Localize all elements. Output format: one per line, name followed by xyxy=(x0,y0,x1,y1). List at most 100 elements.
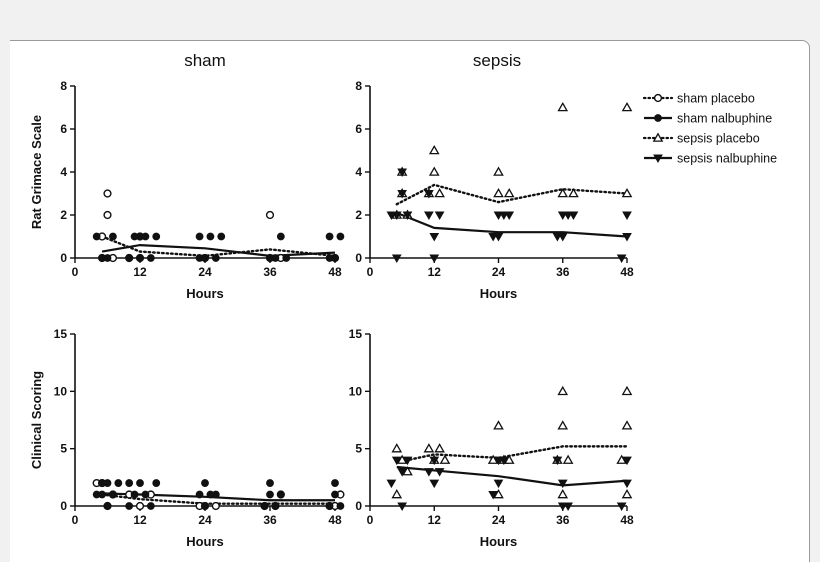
x-tick-label: 48 xyxy=(328,513,342,527)
data-point-sham-nalbuphine xyxy=(136,479,144,487)
data-point-sham-nalbuphine xyxy=(152,232,161,241)
data-point-sepsis-placebo xyxy=(439,454,451,464)
data-point-sham-nalbuphine xyxy=(260,502,269,510)
data-point-sepsis-placebo xyxy=(487,454,499,464)
data-point-sepsis-nalbuphine xyxy=(402,456,413,466)
data-point-sepsis-nalbuphine xyxy=(386,479,397,489)
data-point-sepsis-nalbuphine xyxy=(391,456,402,466)
x-axis-title: Hours xyxy=(186,534,224,549)
data-point-sepsis-placebo xyxy=(568,187,579,198)
y-tick-label: 2 xyxy=(60,208,67,222)
y-tick-label: 4 xyxy=(355,165,362,179)
data-point-sham-nalbuphine xyxy=(130,490,139,499)
data-point-sham-nalbuphine xyxy=(136,254,144,262)
data-point-sepsis-placebo xyxy=(621,101,633,112)
data-point-sepsis-placebo xyxy=(434,443,445,453)
data-point-sepsis-nalbuphine xyxy=(493,479,504,489)
data-point-sham-nalbuphine xyxy=(276,490,285,499)
x-tick-label: 24 xyxy=(492,265,506,279)
data-point-sepsis-nalbuphine xyxy=(402,211,413,221)
data-point-sham-nalbuphine xyxy=(217,232,226,241)
data-point-sepsis-placebo xyxy=(503,454,515,464)
data-point-sepsis-placebo xyxy=(557,489,569,499)
data-point-sham-nalbuphine xyxy=(266,479,274,487)
data-point-sepsis-nalbuphine xyxy=(557,479,568,489)
data-point-sham-nalbuphine xyxy=(206,232,215,241)
y-axis-title: Rat Grimace Scale xyxy=(29,115,44,229)
data-point-sepsis-nalbuphine xyxy=(424,211,434,221)
x-tick-label: 0 xyxy=(72,513,79,527)
data-point-sepsis-placebo xyxy=(616,454,627,464)
data-point-sham-nalbuphine xyxy=(98,490,106,499)
x-tick-label: 48 xyxy=(620,513,634,527)
data-point-sham-nalbuphine xyxy=(201,479,209,487)
data-point-sepsis-nalbuphine xyxy=(424,190,434,199)
data-point-sham-placebo xyxy=(135,501,145,511)
y-tick-label: 0 xyxy=(60,251,67,265)
x-tick-label: 24 xyxy=(492,513,506,527)
data-point-sepsis-nalbuphine xyxy=(616,502,627,512)
x-tick-label: 48 xyxy=(328,265,342,279)
data-point-sepsis-nalbuphine xyxy=(568,211,579,221)
data-point-sham-nalbuphine xyxy=(211,254,220,262)
y-tick-label: 15 xyxy=(349,327,363,341)
data-point-sham-nalbuphine xyxy=(103,254,112,262)
x-tick-label: 12 xyxy=(133,265,147,279)
legend-item: sham placebo xyxy=(642,92,755,106)
x-tick-label: 36 xyxy=(556,513,570,527)
data-point-sham-nalbuphine xyxy=(152,479,161,487)
data-point-sham-nalbuphine xyxy=(266,490,274,499)
data-point-sepsis-placebo xyxy=(557,420,569,430)
data-point-sham-nalbuphine xyxy=(195,490,204,499)
data-point-sepsis-placebo xyxy=(557,385,569,396)
data-point-sham-nalbuphine xyxy=(276,232,285,241)
data-point-sepsis-placebo xyxy=(621,420,633,430)
data-point-sepsis-placebo xyxy=(557,187,569,198)
y-tick-label: 6 xyxy=(60,122,67,136)
data-point-sepsis-placebo xyxy=(391,489,403,499)
x-tick-label: 36 xyxy=(263,513,277,527)
data-point-sepsis-placebo xyxy=(402,466,413,476)
data-point-sham-nalbuphine xyxy=(141,232,150,241)
x-tick-label: 48 xyxy=(620,265,634,279)
data-point-sham-nalbuphine xyxy=(109,232,117,241)
data-point-sham-nalbuphine xyxy=(125,479,134,487)
data-point-sepsis-nalbuphine xyxy=(622,479,632,489)
data-point-sham-nalbuphine xyxy=(125,502,134,510)
data-point-sepsis-nalbuphine xyxy=(557,233,568,242)
data-point-sepsis-nalbuphine xyxy=(434,468,445,477)
data-point-sepsis-nalbuphine xyxy=(563,502,573,512)
x-tick-label: 0 xyxy=(72,265,79,279)
x-tick-label: 36 xyxy=(556,265,570,279)
x-tick-label: 0 xyxy=(367,265,374,279)
legend-item: sham nalbuphine xyxy=(644,112,772,126)
data-point-sepsis-placebo xyxy=(428,144,440,155)
column-title-sham: sham xyxy=(184,51,226,70)
data-point-sepsis-nalbuphine xyxy=(397,190,407,199)
data-point-sepsis-nalbuphine xyxy=(424,468,434,477)
data-point-sham-nalbuphine xyxy=(336,232,345,241)
legend-label: sham nalbuphine xyxy=(677,112,772,126)
data-point-sham-placebo xyxy=(103,189,112,198)
data-point-sepsis-placebo xyxy=(396,454,408,464)
data-point-sham-nalbuphine xyxy=(325,232,334,241)
data-point-sepsis-placebo xyxy=(428,166,440,176)
data-point-sepsis-nalbuphine xyxy=(622,211,632,221)
data-point-sepsis-placebo xyxy=(562,454,574,464)
y-tick-label: 6 xyxy=(355,122,362,136)
data-point-sepsis-nalbuphine xyxy=(397,502,407,512)
data-point-sepsis-nalbuphine xyxy=(397,468,407,477)
data-point-sham-nalbuphine xyxy=(201,502,209,510)
series-line-sepsis-nalbuphine xyxy=(396,211,628,238)
chart-panel-3: 0 12 24 36 48 0 5 10 15 Hours Clinical Scoring xyxy=(29,327,345,549)
column-title-sepsis: sepsis xyxy=(473,51,521,70)
x-tick-label: 0 xyxy=(367,513,374,527)
data-point-sham-nalbuphine xyxy=(146,502,155,510)
data-point-sham-nalbuphine xyxy=(92,232,101,241)
data-point-sepsis-nalbuphine xyxy=(504,211,515,221)
x-axis-title: Hours xyxy=(480,286,518,301)
x-tick-label: 24 xyxy=(198,513,212,527)
data-point-sepsis-nalbuphine xyxy=(552,456,563,466)
